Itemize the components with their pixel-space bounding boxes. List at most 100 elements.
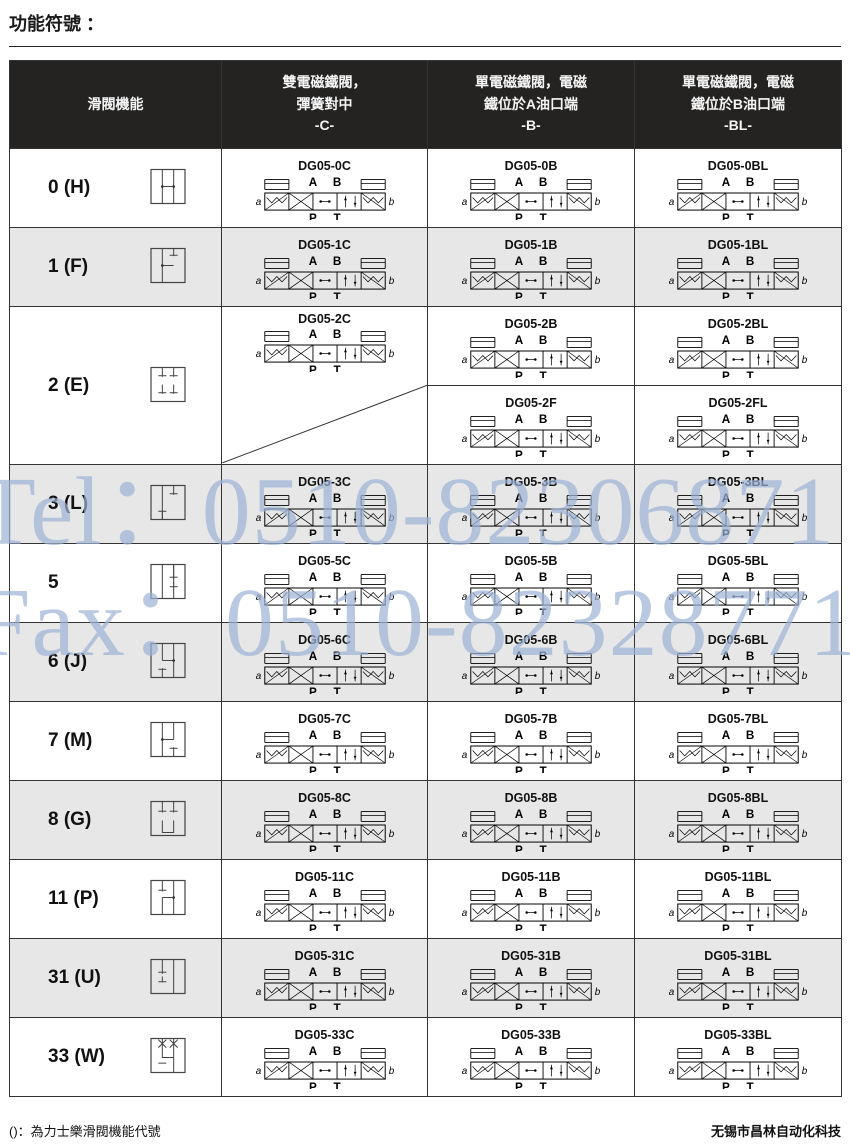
svg-text:a: a (255, 829, 261, 840)
svg-text:A: A (308, 807, 317, 820)
svg-text:a: a (255, 908, 261, 919)
svg-text:A: A (722, 728, 731, 741)
svg-text:a: a (462, 987, 468, 998)
svg-text:A: A (722, 965, 731, 978)
svg-text:P: P (309, 211, 317, 219)
svg-text:A: A (515, 886, 524, 899)
svg-text:B: B (332, 807, 340, 820)
svg-text:B: B (539, 254, 547, 267)
svg-text:B: B (746, 728, 754, 741)
svg-text:A: A (515, 1044, 524, 1057)
svg-text:B: B (539, 412, 547, 425)
svg-text:P: P (722, 448, 730, 456)
svg-text:b: b (802, 355, 808, 366)
svg-text:b: b (802, 1066, 808, 1077)
svg-text:A: A (308, 728, 317, 741)
svg-text:A: A (308, 886, 317, 899)
svg-text:a: a (255, 987, 261, 998)
svg-text:a: a (462, 1066, 468, 1077)
svg-text:b: b (388, 829, 394, 840)
svg-text:A: A (722, 412, 731, 425)
svg-text:T: T (746, 290, 753, 298)
svg-text:P: P (309, 764, 317, 772)
svg-text:T: T (539, 369, 546, 377)
svg-text:b: b (388, 987, 394, 998)
svg-text:b: b (595, 434, 601, 445)
svg-text:a: a (462, 355, 468, 366)
svg-text:T: T (746, 685, 753, 693)
svg-text:a: a (669, 355, 675, 366)
svg-text:B: B (746, 333, 754, 346)
svg-text:b: b (595, 276, 601, 287)
svg-text:T: T (539, 843, 546, 851)
svg-text:b: b (595, 908, 601, 919)
svg-text:A: A (515, 728, 524, 741)
svg-text:B: B (746, 254, 754, 267)
svg-text:P: P (515, 369, 523, 377)
svg-text:b: b (388, 750, 394, 761)
svg-text:b: b (802, 829, 808, 840)
svg-text:A: A (515, 254, 524, 267)
svg-text:b: b (595, 355, 601, 366)
svg-text:A: A (308, 328, 317, 341)
svg-text:B: B (539, 175, 547, 188)
svg-text:B: B (332, 328, 340, 341)
svg-text:P: P (515, 290, 523, 298)
svg-text:b: b (802, 434, 808, 445)
svg-text:B: B (539, 1044, 547, 1057)
svg-text:A: A (308, 254, 317, 267)
svg-text:T: T (333, 290, 340, 298)
svg-text:a: a (462, 197, 468, 208)
svg-text:P: P (515, 685, 523, 693)
svg-text:B: B (332, 1044, 340, 1057)
svg-text:a: a (669, 750, 675, 761)
svg-text:T: T (539, 922, 546, 930)
svg-text:a: a (669, 434, 675, 445)
svg-text:b: b (802, 276, 808, 287)
svg-text:P: P (309, 922, 317, 930)
svg-text:B: B (539, 333, 547, 346)
svg-text:B: B (332, 175, 340, 188)
svg-text:b: b (388, 197, 394, 208)
svg-text:a: a (255, 197, 261, 208)
svg-text:B: B (746, 1044, 754, 1057)
svg-text:A: A (308, 1044, 317, 1057)
svg-text:T: T (333, 922, 340, 930)
svg-text:P: P (515, 1001, 523, 1009)
svg-text:b: b (595, 829, 601, 840)
svg-text:P: P (722, 685, 730, 693)
svg-text:b: b (595, 197, 601, 208)
svg-text:a: a (669, 829, 675, 840)
svg-text:T: T (333, 211, 340, 219)
svg-text:B: B (332, 728, 340, 741)
svg-text:T: T (539, 290, 546, 298)
svg-text:T: T (539, 211, 546, 219)
svg-text:P: P (309, 843, 317, 851)
svg-text:B: B (332, 965, 340, 978)
svg-text:a: a (255, 276, 261, 287)
svg-text:A: A (722, 254, 731, 267)
svg-text:a: a (669, 197, 675, 208)
svg-text:a: a (462, 908, 468, 919)
svg-text:T: T (746, 448, 753, 456)
svg-text:A: A (515, 965, 524, 978)
svg-text:b: b (595, 750, 601, 761)
svg-text:a: a (255, 750, 261, 761)
svg-text:B: B (539, 807, 547, 820)
svg-text:a: a (669, 987, 675, 998)
svg-text:T: T (539, 1001, 546, 1009)
svg-text:P: P (515, 922, 523, 930)
svg-text:B: B (746, 886, 754, 899)
svg-text:b: b (595, 1066, 601, 1077)
svg-text:B: B (332, 254, 340, 267)
svg-text:P: P (515, 448, 523, 456)
svg-text:T: T (746, 922, 753, 930)
svg-text:b: b (802, 750, 808, 761)
svg-text:T: T (746, 843, 753, 851)
svg-text:A: A (722, 1044, 731, 1057)
svg-text:P: P (309, 364, 317, 372)
svg-text:P: P (515, 764, 523, 772)
svg-text:T: T (746, 1001, 753, 1009)
svg-text:a: a (255, 349, 261, 360)
svg-text:A: A (515, 175, 524, 188)
